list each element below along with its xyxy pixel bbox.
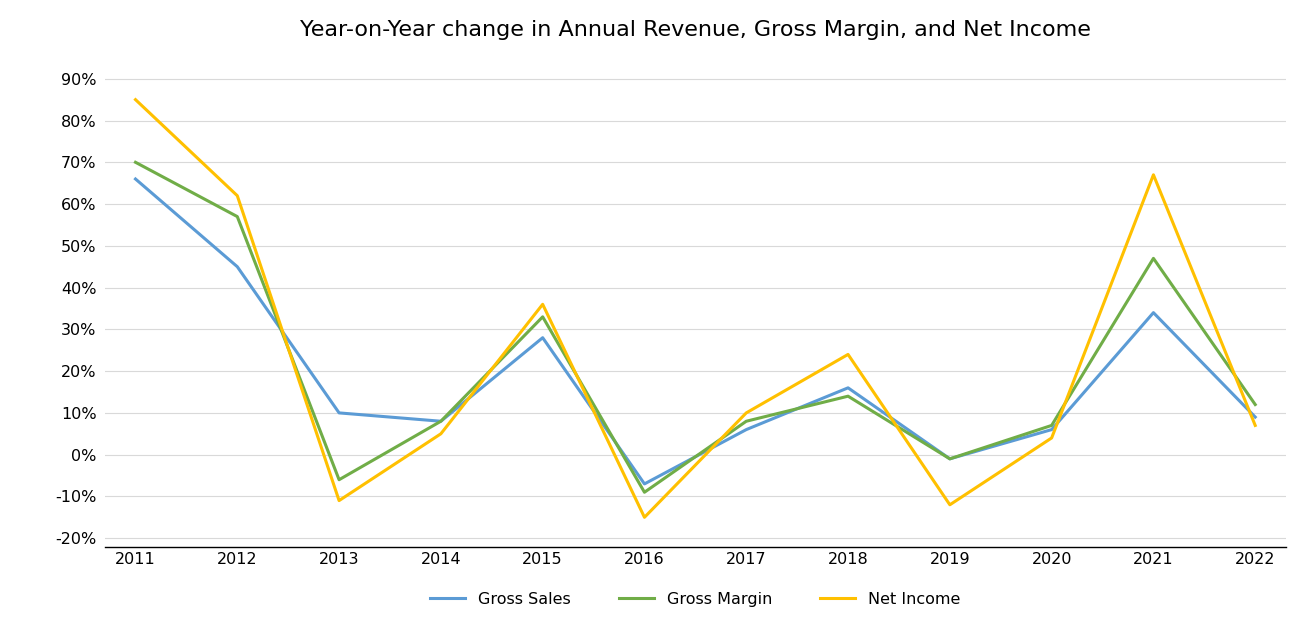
Gross Sales bbox=[1145, 309, 1161, 316]
Gross Margin bbox=[331, 476, 346, 484]
Gross Sales bbox=[331, 409, 346, 417]
Gross Sales bbox=[840, 384, 855, 392]
Net Income bbox=[840, 350, 855, 358]
Net Income bbox=[1044, 434, 1060, 442]
Gross Sales bbox=[230, 263, 245, 271]
Net Income bbox=[230, 192, 245, 199]
Gross Margin bbox=[840, 392, 855, 400]
Net Income bbox=[127, 96, 143, 104]
Gross Margin bbox=[230, 213, 245, 221]
Gross Margin bbox=[1044, 422, 1060, 430]
Gross Margin bbox=[1248, 401, 1263, 408]
Gross Margin bbox=[535, 313, 551, 321]
Title: Year-on-Year change in Annual Revenue, Gross Margin, and Net Income: Year-on-Year change in Annual Revenue, G… bbox=[300, 20, 1090, 40]
Gross Sales bbox=[535, 334, 551, 341]
Legend: Gross Sales, Gross Margin, Net Income: Gross Sales, Gross Margin, Net Income bbox=[430, 592, 960, 607]
Gross Sales bbox=[636, 480, 652, 488]
Line: Gross Sales: Gross Sales bbox=[135, 179, 1256, 484]
Line: Gross Margin: Gross Margin bbox=[135, 162, 1256, 493]
Gross Sales bbox=[433, 417, 449, 425]
Net Income bbox=[942, 501, 958, 509]
Net Income bbox=[433, 430, 449, 438]
Net Income bbox=[739, 409, 754, 417]
Net Income bbox=[636, 514, 652, 521]
Net Income bbox=[535, 300, 551, 308]
Net Income bbox=[331, 497, 346, 505]
Gross Sales bbox=[127, 175, 143, 183]
Net Income bbox=[1248, 422, 1263, 430]
Gross Margin bbox=[433, 417, 449, 425]
Gross Sales bbox=[942, 455, 958, 463]
Gross Margin bbox=[127, 158, 143, 166]
Gross Margin bbox=[942, 455, 958, 463]
Gross Margin bbox=[739, 417, 754, 425]
Gross Margin bbox=[636, 489, 652, 496]
Net Income bbox=[1145, 171, 1161, 179]
Line: Net Income: Net Income bbox=[135, 100, 1256, 518]
Gross Sales bbox=[1044, 426, 1060, 433]
Gross Sales bbox=[739, 426, 754, 433]
Gross Margin bbox=[1145, 255, 1161, 262]
Gross Sales bbox=[1248, 413, 1263, 421]
